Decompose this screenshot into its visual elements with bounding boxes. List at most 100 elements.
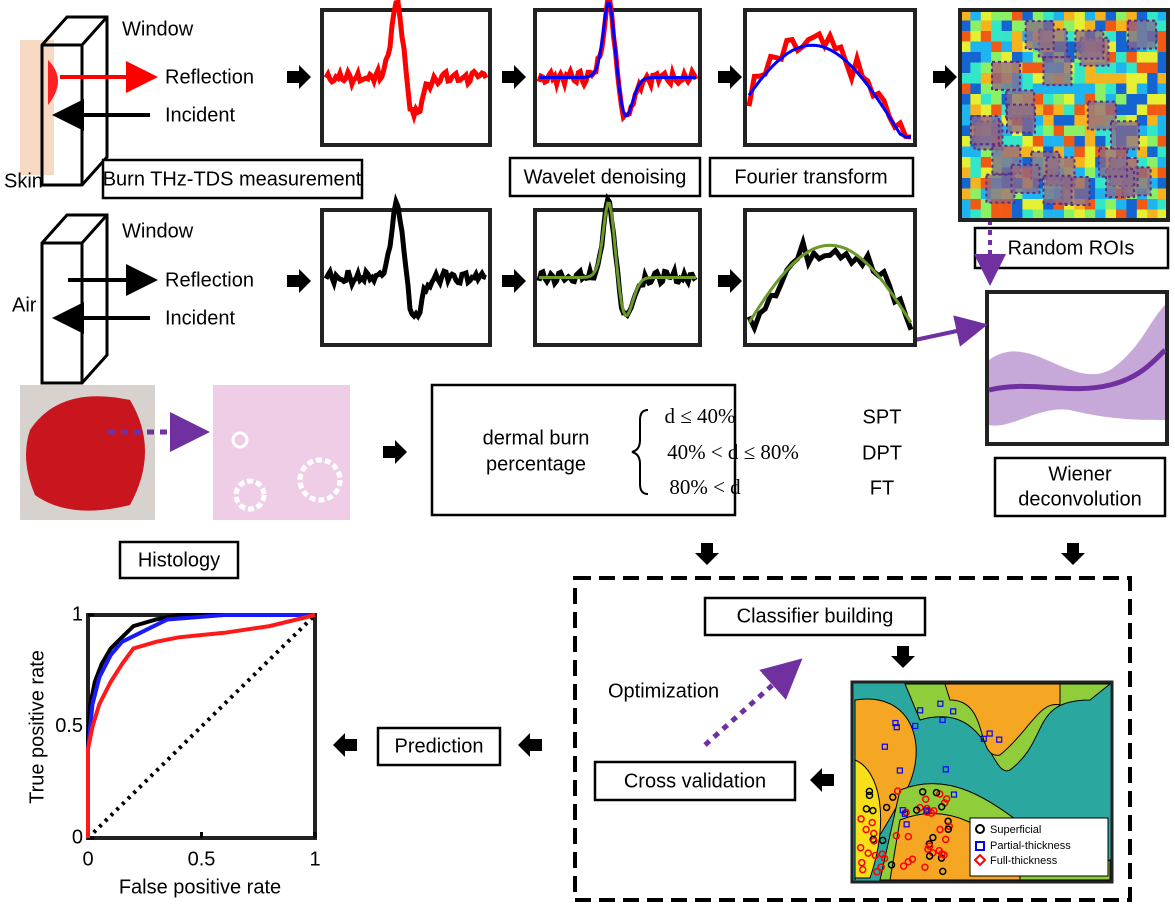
legend-label: Superficial: [990, 824, 1041, 836]
heatmap-cell: [1147, 147, 1158, 158]
flow-arrow: [502, 269, 526, 293]
heatmap-cell: [981, 94, 992, 105]
heatmap-cell: [1064, 126, 1075, 137]
roi: [1044, 176, 1072, 204]
x-tick-label: 1: [309, 848, 320, 870]
axis-title: True positive rate: [26, 650, 48, 804]
legend-label: Partial-thickness: [990, 840, 1071, 852]
label: Air: [12, 294, 37, 316]
heatmap-cell: [1116, 31, 1127, 42]
heatmap-cell: [1074, 94, 1085, 105]
heatmap-cell: [1012, 21, 1023, 32]
heatmap-cell: [1064, 94, 1075, 105]
heatmap-cell: [1002, 42, 1013, 53]
y-tick-label: 0.5: [55, 715, 83, 737]
roi: [1111, 121, 1139, 149]
heatmap-cell: [1116, 21, 1127, 32]
chance-line: [88, 615, 315, 838]
heatmap-cell: [1033, 73, 1044, 84]
heatmap-cell: [1106, 21, 1117, 32]
heatmap-cell: [991, 94, 1002, 105]
roi: [986, 175, 1014, 203]
roi: [971, 116, 999, 144]
heatmap-cell: [1033, 136, 1044, 147]
heatmap-cell: [1116, 84, 1127, 95]
connector: [915, 326, 980, 340]
heatmap-cell: [1074, 21, 1085, 32]
heatmap-cell: [981, 52, 992, 63]
y-tick-label: 1: [72, 603, 83, 625]
heatmap-cell: [970, 168, 981, 179]
label: Reflection: [165, 269, 254, 291]
x-tick-label: 0: [82, 848, 93, 870]
heatmap-cell: [991, 42, 1002, 53]
heatmap-cell: [970, 105, 981, 116]
heatmap-cell: [1147, 136, 1158, 147]
step-label: deconvolution: [1018, 488, 1141, 510]
heatmap-cell: [1137, 105, 1148, 116]
window: [42, 215, 107, 383]
heatmap-cell: [1126, 52, 1137, 63]
x-tick-label: 0.5: [188, 848, 216, 870]
heatmap-cell: [1116, 52, 1127, 63]
flow-arrow: [287, 269, 311, 293]
heatmap-cell: [1095, 84, 1106, 95]
math: 80% < d: [669, 475, 741, 499]
flow-arrow: [718, 269, 742, 293]
heatmap-cell: [1137, 63, 1148, 74]
heatmap-cell: [1022, 199, 1033, 210]
step-label: Prediction: [395, 735, 484, 757]
roi: [1011, 165, 1039, 193]
heatmap-cell: [1074, 157, 1085, 168]
heatmap-cell: [1085, 73, 1096, 84]
heatmap-cell: [1064, 136, 1075, 147]
heatmap-cell: [1085, 136, 1096, 147]
heatmap-cell: [1085, 147, 1096, 158]
heatmap-cell: [1054, 94, 1065, 105]
heatmap-cell: [1137, 52, 1148, 63]
flow-arrow: [518, 733, 542, 757]
label: Incident: [165, 104, 235, 126]
heatmap-cell: [1012, 31, 1023, 42]
label: Window: [122, 220, 194, 242]
step-label: Wiener: [1048, 463, 1112, 485]
heatmap-cell: [1002, 31, 1013, 42]
label: Skin: [4, 170, 43, 192]
roi: [1075, 31, 1103, 59]
heatmap-cell: [1054, 136, 1065, 147]
heatmap-cell: [970, 178, 981, 189]
heatmap-cell: [1116, 105, 1127, 116]
heatmap-cell: [1147, 126, 1158, 137]
heatmap-cell: [1054, 126, 1065, 137]
heatmap-cell: [1085, 84, 1096, 95]
label: Incident: [165, 307, 235, 329]
heatmap-cell: [1095, 178, 1106, 189]
heatmap-cell: [1095, 136, 1106, 147]
heatmap-cell: [970, 84, 981, 95]
heatmap-cell: [970, 52, 981, 63]
heatmap-cell: [981, 31, 992, 42]
heatmap-cell: [1043, 115, 1054, 126]
heatmap-cell: [981, 105, 992, 116]
heatmap-cell: [1054, 105, 1065, 116]
heatmap-cell: [981, 84, 992, 95]
label: Window: [122, 18, 194, 40]
skin: [20, 40, 54, 175]
heatmap-cell: [1095, 73, 1106, 84]
heatmap-cell: [1116, 199, 1127, 210]
heatmap-cell: [1126, 199, 1137, 210]
heatmap-cell: [1126, 84, 1137, 95]
heatmap-cell: [970, 73, 981, 84]
heatmap-cell: [1126, 73, 1137, 84]
heatmap-cell: [1095, 21, 1106, 32]
flow-arrow: [891, 646, 915, 668]
heatmap-cell: [1147, 199, 1158, 210]
diagram: Window Reflection Incident Skin Window R…: [0, 0, 1175, 907]
heatmap-cell: [1126, 94, 1137, 105]
heatmap-cell: [1137, 94, 1148, 105]
y-tick-label: 0: [72, 826, 83, 848]
label: Optimization: [608, 680, 719, 702]
heatmap-cell: [991, 31, 1002, 42]
class: DPT: [862, 442, 902, 464]
heatmap-cell: [991, 105, 1002, 116]
